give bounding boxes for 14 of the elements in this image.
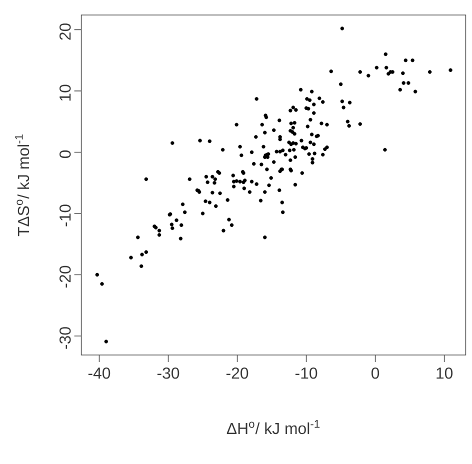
y-axis-title: TΔS$^{o}$/ kJ mol$^{-1}$ <box>15 134 30 236</box>
y-tick-label: 0 <box>60 150 71 158</box>
y-tick-label: 20 <box>60 23 71 40</box>
x-tick-label: -30 <box>157 368 180 379</box>
x-axis-title: ΔH$^{o}$/ kJ mol$^{-1}$ <box>226 420 320 434</box>
y-tick-label: -10 <box>60 204 71 226</box>
x-tick-label: 0 <box>371 368 380 379</box>
x-tick-label: -40 <box>88 368 110 379</box>
x-tick-label: -10 <box>295 368 318 379</box>
y-tick-label: -20 <box>60 266 71 288</box>
x-tick-label: -20 <box>226 368 248 379</box>
x-tick-label: 10 <box>436 368 453 379</box>
y-tick-label: 10 <box>60 84 71 101</box>
y-tick-label: -30 <box>60 327 71 349</box>
